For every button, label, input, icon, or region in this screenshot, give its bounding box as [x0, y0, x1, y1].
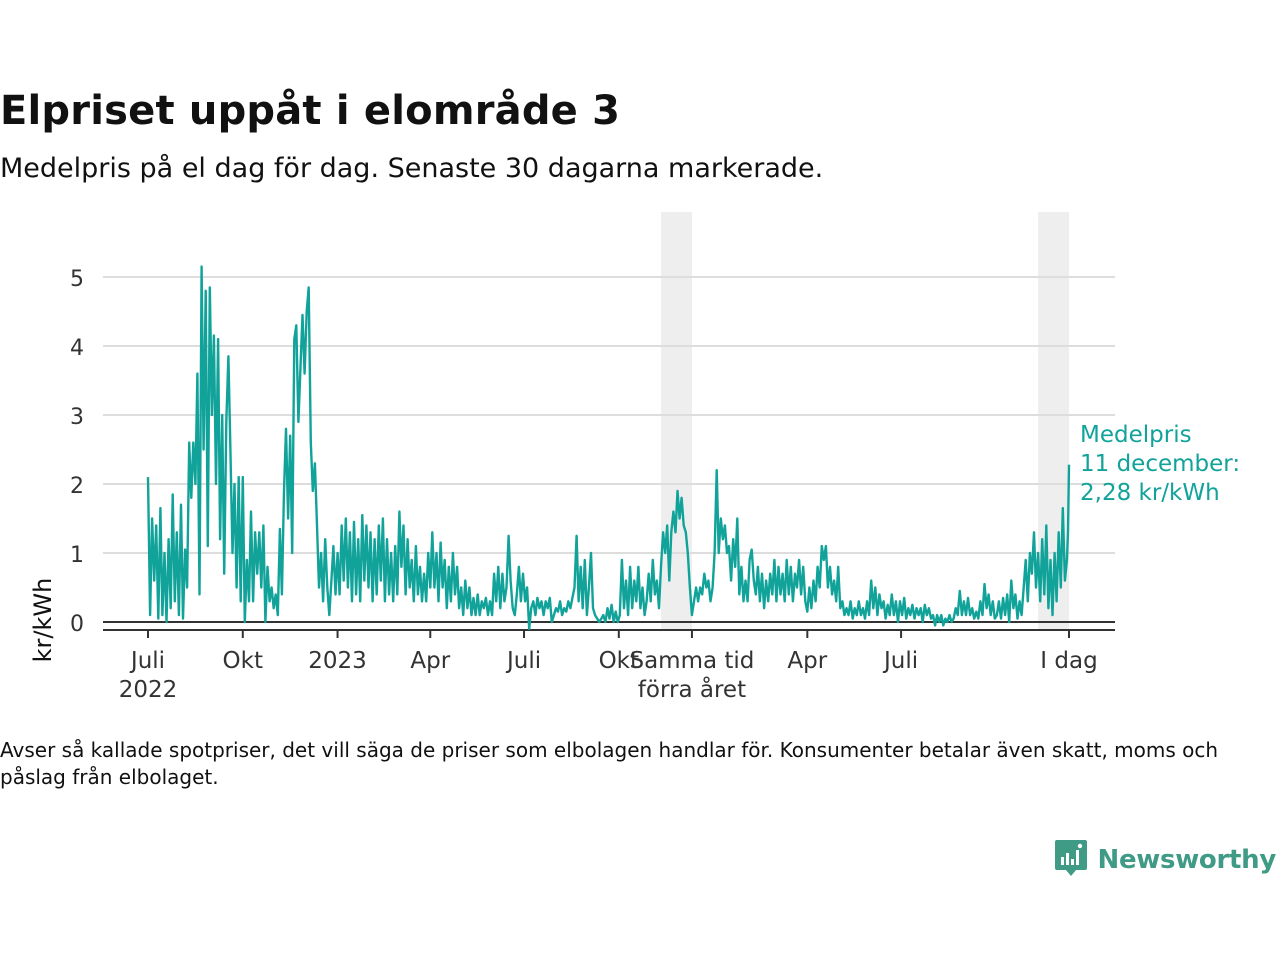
series-group — [146, 265, 1071, 631]
chart-subtitle: Medelpris på el dag för dag. Senaste 30 … — [0, 153, 824, 184]
gridlines — [103, 276, 1115, 554]
x-tick-sublabel: 2022 — [119, 677, 178, 703]
x-axis — [103, 621, 1115, 631]
x-tick-label: Okt — [223, 648, 263, 674]
y-tick-label: 5 — [70, 267, 84, 292]
latest-value-annotation: Medelpris 11 december: 2,28 kr/kWh — [1080, 422, 1240, 506]
x-tick-sublabel: förra året — [638, 675, 746, 703]
footnote: Avser så kallade spotpriser, det vill sä… — [0, 738, 1219, 789]
y-tick-label: 3 — [70, 405, 84, 430]
x-tick-label: Okt — [599, 648, 639, 674]
y-axis-ticks: 0 1 2 3 4 5 — [70, 267, 84, 637]
newsworthy-logo-icon — [1054, 838, 1088, 882]
annotation-line-3: 2,28 kr/kWh — [1080, 480, 1220, 506]
y-tick-label: 0 — [70, 612, 84, 637]
annotation-line-1: Medelpris — [1080, 422, 1192, 448]
newsworthy-logo: Newsworthy — [1054, 838, 1276, 882]
x-tick-label: 2023 — [308, 648, 367, 674]
highlight-bands — [661, 212, 1069, 630]
newsworthy-logo-text: Newsworthy — [1097, 845, 1277, 875]
x-tick-label: Samma tid — [629, 648, 754, 674]
y-tick-label: 1 — [70, 543, 84, 568]
x-tick-label: Juli — [129, 648, 165, 674]
x-tick-label: Juli — [505, 648, 541, 674]
annotation-line-2: 11 december: — [1080, 451, 1240, 477]
series-line-1 — [146, 265, 1071, 631]
x-tick-label: Juli — [882, 648, 918, 674]
x-tick-label: Apr — [410, 648, 450, 674]
chart-title: Elpriset uppåt i elområde 3 — [0, 88, 621, 134]
x-tick-label: Apr — [787, 648, 827, 674]
highlight-band-1 — [661, 212, 692, 630]
y-tick-label: 4 — [70, 336, 84, 361]
y-axis-label: kr/kWh — [29, 578, 57, 663]
y-tick-label: 2 — [70, 474, 84, 499]
x-tick-label: I dag — [1040, 648, 1097, 674]
